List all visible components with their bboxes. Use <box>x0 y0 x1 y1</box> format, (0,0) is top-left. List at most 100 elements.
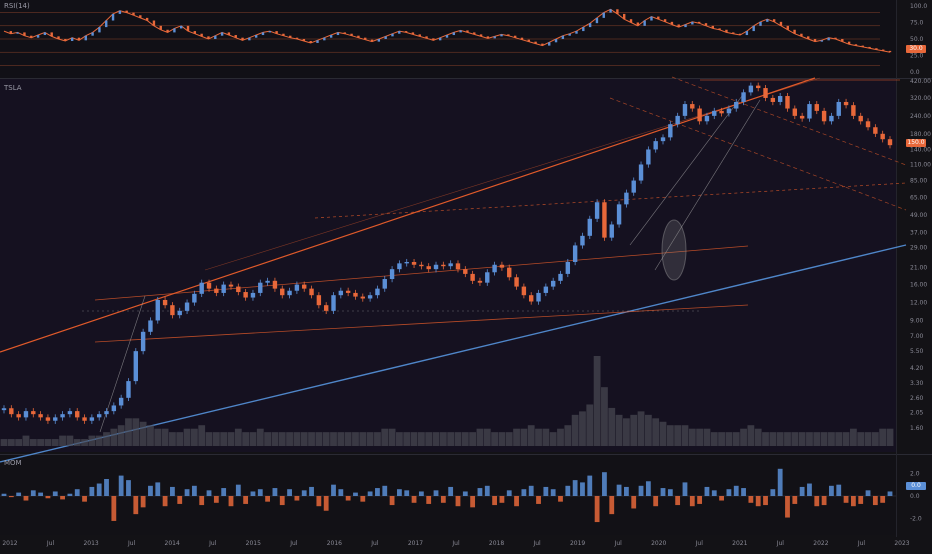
momentum-bar <box>228 496 234 507</box>
volume-bar <box>154 428 162 446</box>
volume-bar <box>366 432 374 446</box>
volume-bar <box>220 432 228 446</box>
rsi-candle <box>881 49 885 51</box>
volume-bar <box>322 432 330 446</box>
volume-bar <box>88 435 96 446</box>
price-tick-label: 9.00 <box>910 317 924 324</box>
volume-bar <box>432 432 440 446</box>
volume-bar <box>769 432 777 446</box>
price-candle <box>294 284 300 291</box>
rsi-candle <box>105 20 108 28</box>
price-candle <box>177 310 182 316</box>
volume-bar <box>212 432 220 446</box>
momentum-bar <box>206 490 212 496</box>
price-pane-title: TSLA <box>4 84 22 92</box>
momentum-bar <box>360 496 366 502</box>
price-candle <box>726 108 732 114</box>
steep-trend-3[interactable] <box>654 99 761 271</box>
rsi-candle <box>214 35 217 39</box>
momentum-bar <box>829 485 834 496</box>
highlight-ellipse[interactable] <box>661 219 687 281</box>
momentum-bar <box>133 496 139 515</box>
price-candle <box>682 104 688 116</box>
price-candle <box>646 149 651 165</box>
volume-bar <box>791 432 799 446</box>
price-candle <box>243 292 248 298</box>
rsi-candle <box>50 32 53 37</box>
price-tick-label: 7.00 <box>910 333 924 340</box>
rsi-candle <box>350 33 353 36</box>
volume-bar <box>454 432 462 446</box>
volume-bar <box>725 432 733 446</box>
rsi-candle <box>404 31 408 33</box>
rsi-candle <box>9 31 13 34</box>
steep-trend-2[interactable] <box>629 91 746 246</box>
x-tick-label: Jul <box>289 540 298 547</box>
price-candle <box>594 202 600 219</box>
momentum-bar <box>8 496 14 498</box>
price-candle <box>477 280 483 283</box>
rsi-candle <box>868 46 871 49</box>
price-tick-label: 140.00 <box>910 146 931 153</box>
volume-bar <box>864 432 872 446</box>
price-tick-label: 16.00 <box>910 282 927 289</box>
x-tick-label: 2021 <box>732 540 747 547</box>
volume-bar <box>176 432 184 446</box>
volume-bar <box>593 356 601 446</box>
dashed-guide-3[interactable] <box>609 97 907 211</box>
rsi-candle <box>772 19 776 22</box>
x-tick-label: 2019 <box>570 540 585 547</box>
x-tick-label: 2022 <box>813 540 828 547</box>
rsi-candle <box>888 50 892 53</box>
volume-bar <box>103 432 110 446</box>
momentum-bar <box>272 488 278 496</box>
momentum-bar <box>45 496 51 499</box>
price-candle <box>16 414 21 418</box>
price-candle <box>96 414 102 418</box>
momentum-bar <box>777 468 783 496</box>
volume-bar <box>125 418 132 446</box>
steep-trend-1[interactable] <box>99 295 146 433</box>
price-candle <box>448 263 453 267</box>
rsi-candle <box>493 36 496 39</box>
momentum-bar <box>433 490 439 496</box>
rsi-candle <box>132 12 135 16</box>
rsi-candle <box>643 20 646 26</box>
momentum-bar <box>506 490 512 496</box>
channel-lower-line[interactable] <box>94 304 749 343</box>
rsi-candle <box>459 30 462 33</box>
rsi-candle <box>759 21 762 26</box>
rsi-candle <box>43 32 47 36</box>
volume-bar <box>425 432 433 446</box>
momentum-bar <box>404 490 410 496</box>
momentum-bar <box>177 496 183 504</box>
momentum-bar <box>887 491 893 496</box>
volume-bar <box>652 418 660 446</box>
volume-bar <box>762 432 769 446</box>
volume-bar <box>806 432 813 446</box>
price-tick-label: 21.00 <box>910 265 927 272</box>
volume-bar <box>681 425 689 446</box>
rsi-candle <box>554 39 558 43</box>
fan-line-1[interactable] <box>204 77 821 271</box>
rsi-candle <box>282 33 285 36</box>
rsi-tick-label: 0.0 <box>910 69 920 76</box>
rsi-candle <box>725 29 728 33</box>
volume-bar <box>205 432 213 446</box>
price-candle <box>265 280 270 283</box>
momentum-bar <box>309 486 314 496</box>
momentum-bar <box>850 496 856 507</box>
rsi-candle <box>752 25 755 32</box>
rsi-candle <box>295 37 299 39</box>
dashed-guide-1[interactable] <box>314 182 907 219</box>
momentum-bar <box>301 490 307 496</box>
rsi-candle <box>193 31 197 34</box>
volume-bar <box>139 421 147 446</box>
rsi-tick-label: 50.0 <box>910 36 924 43</box>
volume-bar <box>549 432 557 446</box>
rsi-candle <box>541 43 544 46</box>
price-candle <box>199 282 204 294</box>
volume-bar <box>388 428 396 446</box>
rsi-candle <box>445 35 449 38</box>
